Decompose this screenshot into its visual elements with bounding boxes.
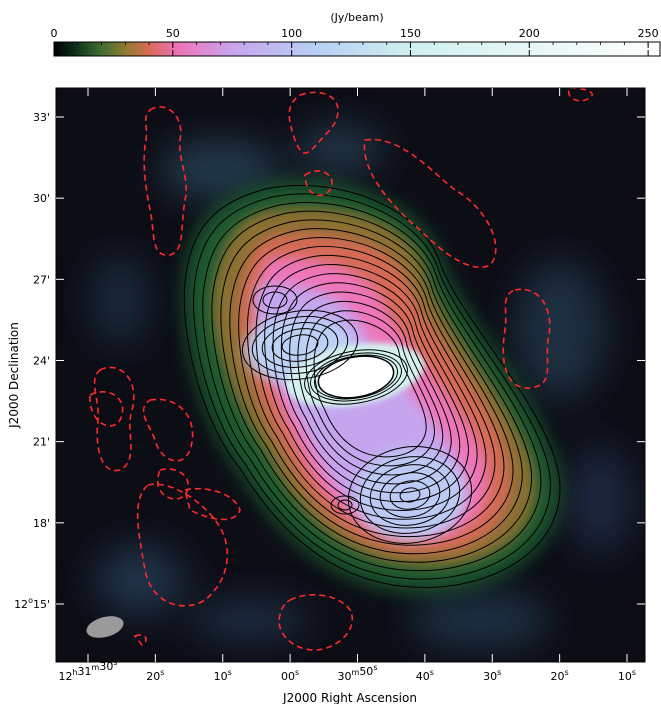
contour-level xyxy=(347,446,473,544)
x-axis-label: J2000 Right Ascension xyxy=(282,691,417,704)
colorbar-gradient xyxy=(53,41,661,57)
y-tick-label: 18' xyxy=(33,517,50,530)
frame-ticks xyxy=(56,88,645,662)
contour-level xyxy=(271,328,329,362)
contour-level xyxy=(241,309,359,381)
colorbar-tick-label: 50 xyxy=(166,27,180,40)
y-axis-label: J2000 Declination xyxy=(7,322,21,429)
y-tick-label: 24' xyxy=(33,355,50,368)
y-tick-labels: 33' 30' 27' 24' 21' 18' 12o15' xyxy=(14,111,50,611)
contour-level xyxy=(313,354,399,400)
contour-level xyxy=(359,456,461,534)
contour-level xyxy=(262,291,288,309)
contour-level xyxy=(297,300,444,476)
y-tick-label: 12o15' xyxy=(14,596,50,611)
contour-level xyxy=(337,499,353,511)
colorbar-tick-label: 250 xyxy=(638,27,659,40)
contour-level xyxy=(264,264,478,511)
contour-level xyxy=(202,202,542,572)
negative-contours xyxy=(89,88,593,651)
contour-level xyxy=(389,480,431,510)
colorbar: (Jy/beam) 0 50 100 150 200 250 xyxy=(51,11,661,57)
core-nucleus xyxy=(317,355,395,399)
contour-level xyxy=(211,210,533,563)
contour-level xyxy=(280,282,461,494)
contour-level xyxy=(251,315,349,375)
contour-level xyxy=(183,184,561,588)
x-tick-label: 40s xyxy=(416,668,434,683)
x-tick-labels: 12h31m30s 20s 10s 00s 30m50s 40s 30s 20s 10s xyxy=(58,658,636,683)
contour-level xyxy=(305,310,435,467)
y-tick-label: 21' xyxy=(33,436,50,449)
y-tick-label: 33' xyxy=(33,111,50,124)
plot-frame xyxy=(55,87,646,663)
colorbar-tick-label: 150 xyxy=(400,27,421,40)
x-tick-label: 20s xyxy=(551,668,569,683)
contour-level xyxy=(379,472,441,518)
x-tick-label: 30m50s xyxy=(338,663,378,683)
contour-level xyxy=(399,487,421,503)
contour-level xyxy=(261,322,339,368)
colorbar-tick-label: 0 xyxy=(51,27,58,40)
contour-level xyxy=(369,464,451,526)
y-tick-label: 30' xyxy=(33,192,50,205)
x-tick-label: 10s xyxy=(214,668,232,683)
positive-contours xyxy=(183,184,561,588)
x-tick-label: 10s xyxy=(618,668,636,683)
contour-level xyxy=(255,254,487,520)
colorbar-tick-label: 100 xyxy=(281,27,302,40)
contour-level xyxy=(193,193,551,580)
contour-level xyxy=(304,349,408,405)
beam-ellipse xyxy=(86,616,124,638)
plot-area xyxy=(55,87,646,663)
contour-level xyxy=(281,334,319,356)
contour-level xyxy=(310,352,402,402)
colorbar-ticks: 0 50 100 150 200 250 xyxy=(51,27,659,56)
x-tick-label: 30s xyxy=(483,668,501,683)
x-tick-label: 20s xyxy=(146,668,164,683)
contour-level xyxy=(229,228,514,546)
contour-level xyxy=(246,246,496,529)
x-tick-label: 12h31m30s xyxy=(58,658,117,683)
contour-level xyxy=(330,495,360,515)
colorbar-tick-label: 200 xyxy=(519,27,540,40)
y-tick-label: 27' xyxy=(33,273,50,286)
contour-level xyxy=(252,285,298,315)
contour-level xyxy=(220,219,523,555)
contour-level xyxy=(238,237,505,538)
x-tick-label: 00s xyxy=(281,668,299,683)
colorbar-label: (Jy/beam) xyxy=(330,11,383,24)
contour-level xyxy=(313,319,427,458)
